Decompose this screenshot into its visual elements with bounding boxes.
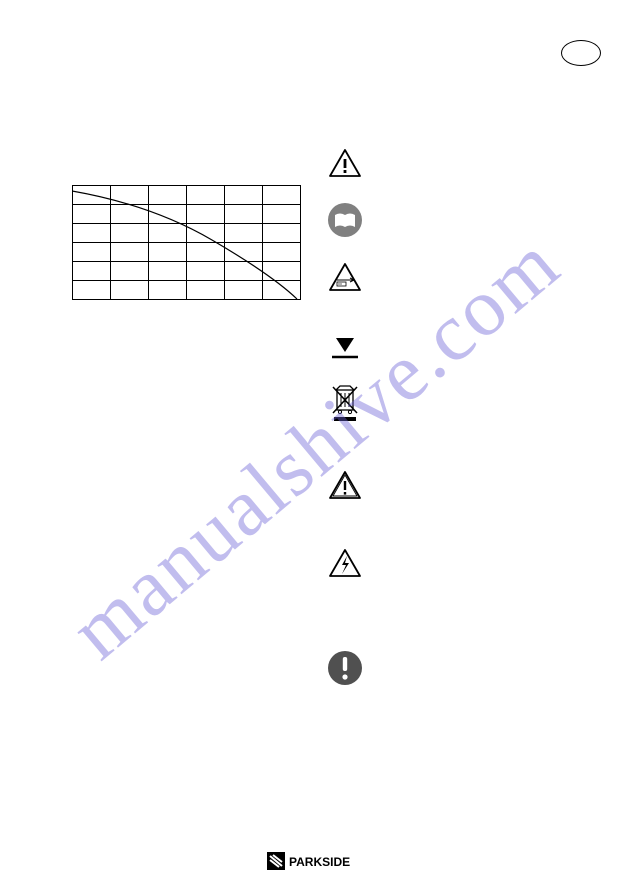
notice-icon <box>327 650 363 686</box>
safety-icon-column <box>320 148 370 686</box>
brand-logo: PARKSIDE <box>267 852 363 875</box>
brand-text: PARKSIDE <box>289 855 350 869</box>
unplug-icon <box>328 262 362 292</box>
electric-shock-icon <box>328 548 362 578</box>
caution-triangle-icon <box>328 470 362 500</box>
warning-triangle-icon <box>328 148 362 178</box>
immersion-depth-icon <box>330 336 360 362</box>
no-household-waste-icon <box>330 384 360 422</box>
read-manual-icon <box>327 202 363 238</box>
performance-grid <box>72 185 301 300</box>
page-number-oval <box>561 40 601 66</box>
